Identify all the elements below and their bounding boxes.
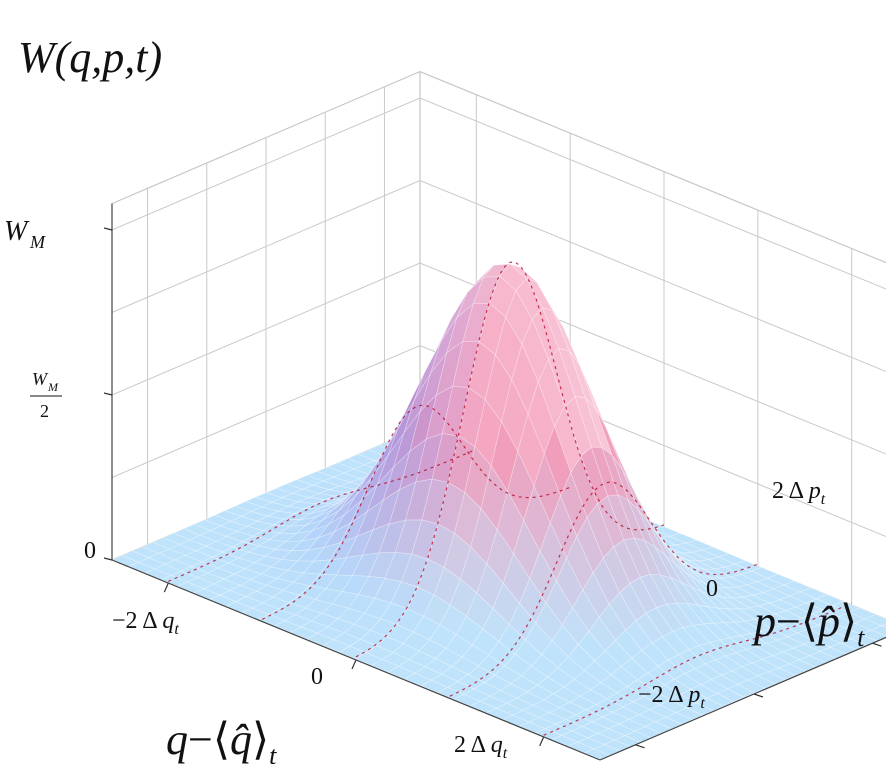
x-tick-plus2: 2 Δ qt (454, 732, 508, 762)
z-tick-zero: 0 (84, 538, 96, 564)
surface-cell (757, 671, 786, 685)
contour-line (168, 448, 477, 582)
z-tick-mark (103, 392, 113, 396)
gaussian-surface (111, 263, 886, 761)
chart-title: W(q,p,t) (18, 33, 162, 82)
grid-line-horizontal (111, 97, 886, 290)
surface-cell (716, 688, 745, 702)
surface-cell (880, 623, 886, 628)
y-tick-zero: 0 (706, 576, 718, 602)
x-tick-mark (163, 582, 169, 593)
contour-line (355, 261, 665, 658)
y-tick-mark (753, 693, 764, 698)
contour-line (543, 602, 852, 736)
x-axis-label: q−⟨q̂⟩t (166, 715, 277, 764)
z-tick-wm-half: W M 2 (30, 369, 62, 421)
contour-lines (168, 261, 852, 736)
x-tick-zero: 0 (311, 664, 323, 690)
grid-line-horizontal (111, 262, 886, 455)
svg-text:W: W (32, 369, 49, 389)
svg-text:p−⟨p̂⟩t: p−⟨p̂⟩t (751, 597, 865, 652)
x-tick-mark (351, 659, 357, 670)
grid-line-horizontal (111, 179, 886, 373)
svg-text:−2 Δ qt: −2 Δ qt (112, 608, 179, 638)
surface-cell (726, 684, 755, 698)
surface-cell (736, 679, 766, 693)
contour-line (261, 404, 571, 620)
z-tick-wm: W M (4, 216, 46, 252)
z-tick-mark (103, 557, 113, 561)
grid-line-horizontal (111, 344, 886, 538)
svg-text:M: M (29, 232, 46, 252)
y-tick-minus2: −2 Δ pt (638, 682, 705, 712)
box-top-edge (111, 71, 886, 264)
z-tick-mark (103, 227, 113, 231)
y-tick-plus2: 2 Δ pt (772, 478, 826, 508)
surface-cell (675, 707, 704, 721)
surface-cell (767, 667, 796, 681)
x-tick-minus2: −2 Δ qt (112, 608, 179, 638)
bounding-box-back-panels (111, 70, 886, 620)
svg-text:q−⟨q̂⟩t: q−⟨q̂⟩t (166, 715, 277, 764)
svg-text:2 Δ pt: 2 Δ pt (772, 478, 826, 508)
svg-text:W: W (4, 216, 30, 247)
svg-text:M: M (47, 380, 59, 394)
y-axis-label: p−⟨p̂⟩t (751, 597, 865, 652)
contour-line (449, 481, 759, 697)
x-tick-mark (539, 736, 545, 747)
svg-text:2 Δ qt: 2 Δ qt (454, 732, 508, 762)
axes (103, 203, 886, 761)
svg-text:2: 2 (40, 401, 49, 421)
y-tick-mark (872, 642, 882, 647)
svg-text:−2 Δ pt: −2 Δ pt (638, 682, 705, 712)
y-tick-mark (635, 744, 645, 749)
